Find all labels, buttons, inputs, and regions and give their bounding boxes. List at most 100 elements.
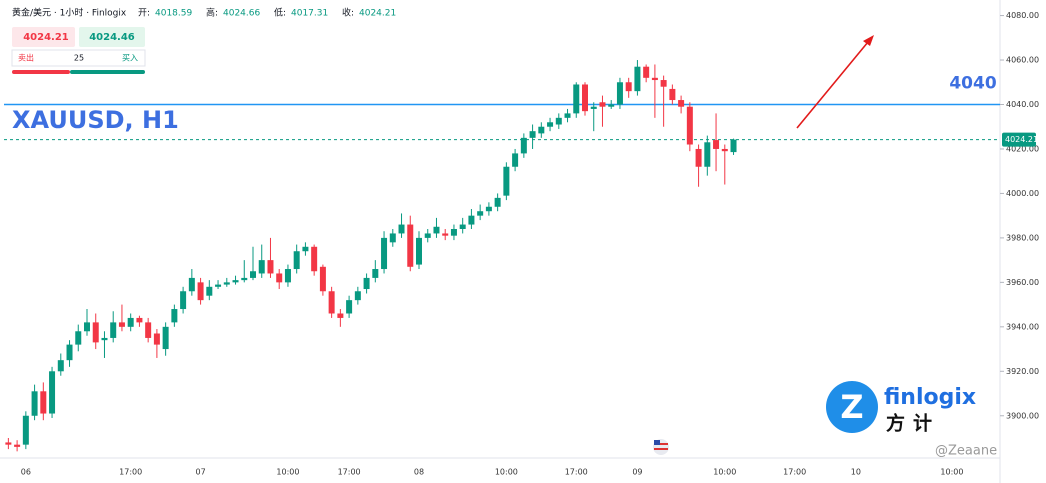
quantity-box[interactable] [11,49,146,67]
candle-body [293,251,300,270]
x-tick-label: 10:00 [276,468,299,477]
candle-body [678,100,685,107]
candle-body [197,282,204,301]
candle-body [389,233,396,243]
plot-area: 3900.00 3920.00 3940.00 3960.00 3980.00 4000.… [4,11,1039,477]
candle-body [651,77,658,81]
candle-body [634,66,641,92]
candle-body [206,286,213,296]
candle-body [713,140,720,149]
x-tick-label: 06 [21,468,31,477]
arrow [796,41,869,129]
sell-box[interactable] [12,27,75,47]
buy-box[interactable] [79,27,145,47]
logo-sub: 方计 [886,412,940,435]
candle-body [22,415,29,445]
candle-body [477,211,484,216]
candle-body [459,224,466,229]
buy-price[interactable]: 4024.46 [89,32,135,43]
candle-body [643,66,650,78]
candle-body [5,442,12,445]
candle-body [695,148,702,167]
field-value: 4024.66 [223,9,260,19]
sell-price[interactable]: 4024.21 [23,32,69,43]
candle-body [354,291,361,301]
candle-body [267,260,274,274]
candle-body [547,122,554,127]
candle-body [232,280,239,283]
candle-body [118,322,125,327]
x-tick-label: 17:00 [119,468,142,477]
candle-body [127,317,134,327]
x-tick-label: 10 [851,468,861,477]
candle-body [625,82,632,92]
candle-body [14,444,21,447]
candle-body [520,137,527,154]
y-tick-label: 4000.00 [1006,189,1039,198]
buy-bar [70,70,145,74]
candle-body [564,113,571,118]
candle-body [660,80,667,87]
ohlc-fields: 开: 4018.59 高: 4024.66 低: 4017.31 收: 4024.21 [138,7,396,19]
candle-body [485,206,492,212]
candle-body [284,269,291,283]
candle-body [153,333,160,345]
x-tick-label: 17:00 [338,468,361,477]
x-tick-label: 10:00 [495,468,518,477]
y-tick-label: 4060.00 [1006,56,1039,65]
x-tick-label: 07 [195,468,205,477]
last-price-tag [1002,132,1036,147]
candle-body [223,282,230,285]
x-tick-label: 08 [414,468,424,477]
chart-title: XAUUSD, H1 [12,106,179,134]
sell-label[interactable]: 卖出 [18,53,34,63]
candle-body [730,139,737,153]
candle-body [92,322,99,343]
candle-body [180,291,187,310]
candle-body [57,360,64,372]
candle-body [555,117,562,125]
quantity[interactable]: 25 [74,54,84,63]
candle-body [75,331,82,345]
candle-body [363,277,370,290]
x-tick-label: 17:00 [565,468,588,477]
candle-body [215,284,222,287]
candle-body [616,82,623,105]
candle-body [704,142,711,167]
y-tick-label: 3960.00 [1006,278,1039,287]
x-tick-label: 09 [632,468,642,477]
candle-body [241,277,248,281]
flag-stripe [654,443,668,445]
candle-body [258,260,265,274]
flag-stripe [654,448,668,450]
candle-body [512,153,519,167]
candle-body [49,371,56,414]
x-tick-label: 10:00 [713,468,736,477]
x-tick-label: 17:00 [783,468,806,477]
candle-body [372,269,379,278]
watermark: @Zeaane [935,444,997,459]
y-tick-label: 3940.00 [1006,322,1039,331]
candle-body [407,224,414,267]
candle-body [110,322,117,338]
buy-label[interactable]: 买入 [122,54,138,63]
level-label: 4040 [949,73,996,93]
candle-body [276,273,283,283]
field-value: 4018.59 [155,9,192,19]
candle-body [599,102,606,107]
candle-body [346,300,353,314]
field-label: 开: [138,8,150,19]
arrow-head [863,35,874,46]
field-value: 4024.21 [359,9,396,19]
candle-body [188,277,195,292]
candle-body [398,224,405,234]
candle-body [503,166,510,196]
candle-body [686,106,693,145]
symbol-info: 黄金/美元 · 1小时 · Finlogix [12,7,127,19]
y-tick-label: 4040.00 [1006,100,1039,109]
candle-body [302,246,309,252]
candle-body [538,126,545,134]
